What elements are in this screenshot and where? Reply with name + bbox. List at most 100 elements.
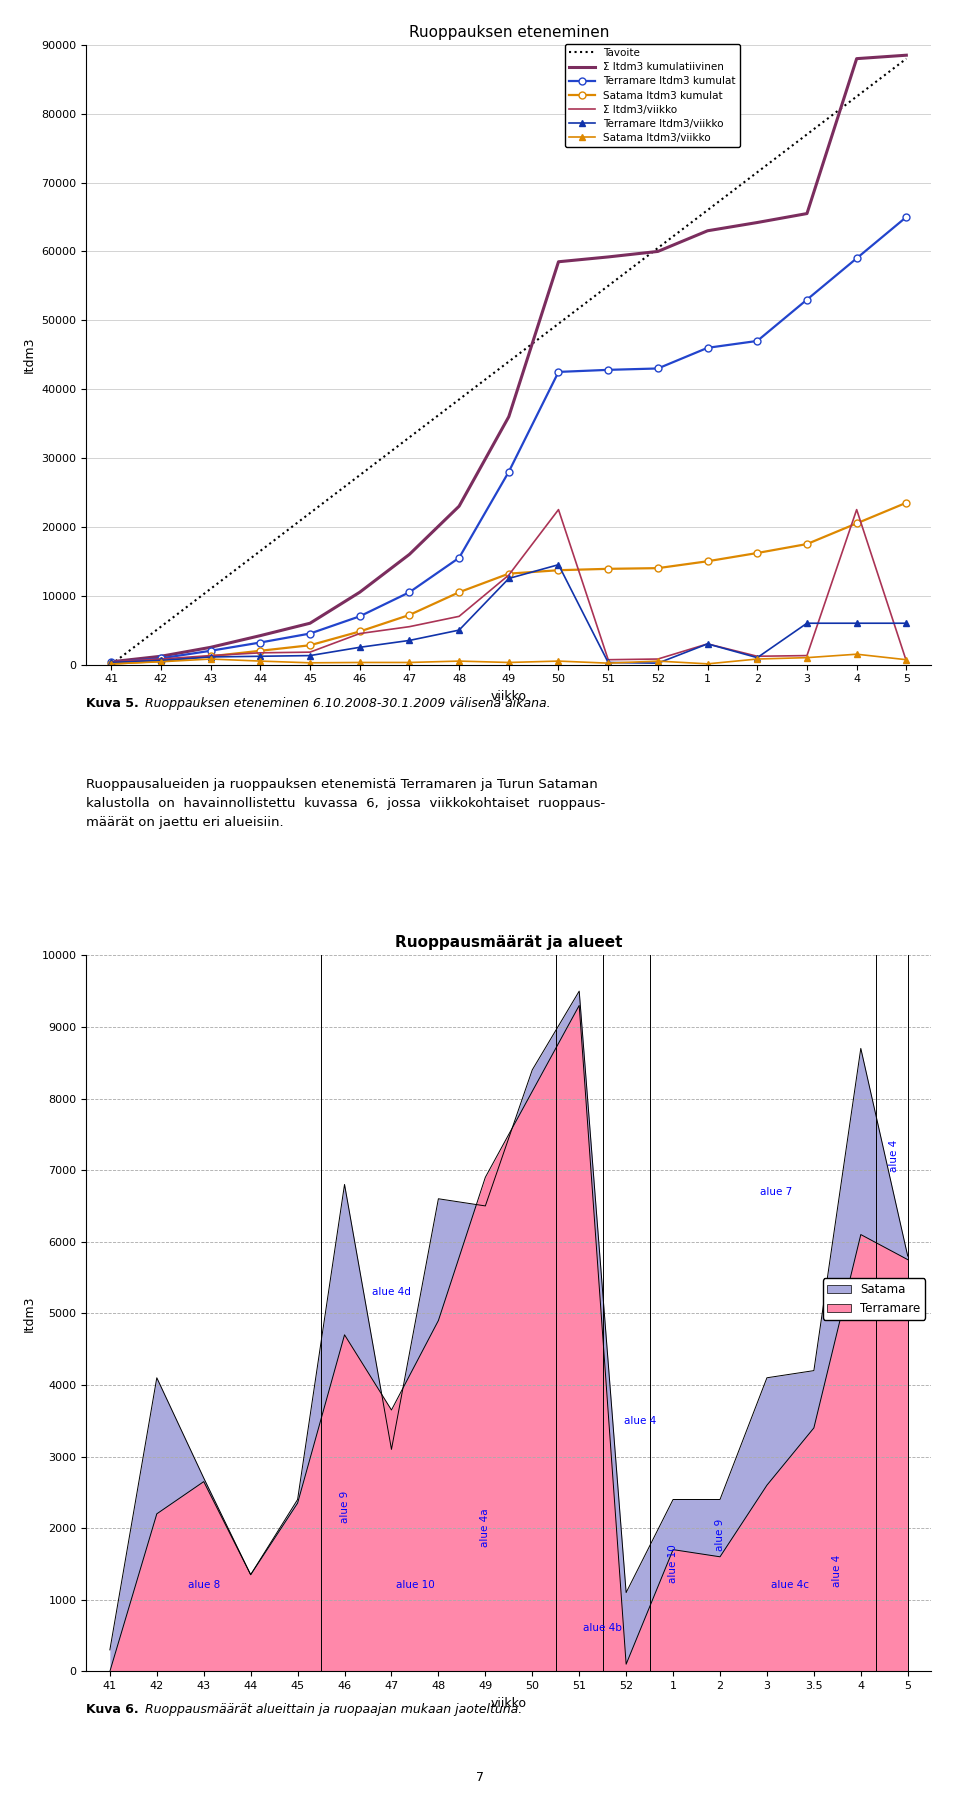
Terramare Itdm3 kumulat bbox=[403, 582, 415, 603]
Satama Itdm3 kumulat bbox=[156, 650, 167, 671]
Terramare Itdm3 kumulat bbox=[652, 357, 663, 379]
Σ Itdm3/viikko bbox=[702, 634, 713, 655]
Terramare Itdm3/viikko bbox=[254, 646, 266, 668]
Satama Itdm3/viikko bbox=[254, 650, 266, 671]
Terramare Itdm3 kumulat bbox=[503, 461, 515, 483]
Terramare Itdm3/viikko bbox=[900, 612, 912, 634]
Σ Itdm3/viikko bbox=[106, 652, 117, 673]
Σ Itdm3 kumulatiivinen bbox=[106, 652, 117, 673]
Σ Itdm3 kumulatiivinen bbox=[403, 544, 415, 565]
Σ Itdm3 kumulatiivinen bbox=[752, 212, 763, 233]
Text: alue 4a: alue 4a bbox=[480, 1510, 491, 1547]
Terramare Itdm3 kumulat bbox=[304, 623, 316, 644]
Terramare Itdm3/viikko bbox=[453, 619, 465, 641]
Terramare Itdm3 kumulat bbox=[106, 652, 117, 673]
Title: Ruoppauksen eteneminen: Ruoppauksen eteneminen bbox=[409, 25, 609, 39]
Terramare Itdm3 kumulat bbox=[453, 547, 465, 569]
Legend: Tavoite, Σ Itdm3 kumulatiivinen, Terramare Itdm3 kumulat, Satama Itdm3 kumulat, : Tavoite, Σ Itdm3 kumulatiivinen, Terrama… bbox=[564, 43, 740, 147]
Σ Itdm3 kumulatiivinen bbox=[802, 203, 813, 224]
Terramare Itdm3/viikko bbox=[851, 612, 862, 634]
Satama Itdm3/viikko bbox=[403, 652, 415, 673]
Line: Satama Itdm3/viikko: Satama Itdm3/viikko bbox=[108, 652, 910, 668]
Text: Ruoppauksen eteneminen 6.10.2008-30.1.2009 välisenä aikana.: Ruoppauksen eteneminen 6.10.2008-30.1.20… bbox=[141, 696, 551, 709]
Σ Itdm3/viikko bbox=[851, 499, 862, 521]
Satama Itdm3/viikko bbox=[304, 652, 316, 673]
Text: Kuva 6.: Kuva 6. bbox=[86, 1703, 139, 1716]
Y-axis label: Itdm3: Itdm3 bbox=[23, 1294, 36, 1332]
Terramare Itdm3/viikko bbox=[156, 650, 167, 671]
Satama Itdm3 kumulat bbox=[802, 533, 813, 555]
Terramare Itdm3 kumulat bbox=[354, 605, 366, 626]
Satama Itdm3/viikko bbox=[652, 650, 663, 671]
Satama Itdm3/viikko bbox=[900, 650, 912, 671]
Terramare Itdm3/viikko bbox=[204, 646, 216, 668]
Satama Itdm3/viikko bbox=[702, 653, 713, 675]
Terramare Itdm3 kumulat bbox=[254, 632, 266, 653]
Terramare Itdm3/viikko bbox=[652, 652, 663, 673]
Σ Itdm3 kumulatiivinen bbox=[304, 612, 316, 634]
Text: alue 4: alue 4 bbox=[832, 1554, 842, 1587]
Terramare Itdm3/viikko bbox=[702, 634, 713, 655]
Text: 7: 7 bbox=[476, 1770, 484, 1784]
Terramare Itdm3/viikko bbox=[553, 555, 564, 576]
Line: Σ Itdm3 kumulatiivinen: Σ Itdm3 kumulatiivinen bbox=[111, 56, 906, 662]
Satama Itdm3 kumulat bbox=[702, 551, 713, 573]
Satama Itdm3 kumulat bbox=[900, 492, 912, 513]
Σ Itdm3/viikko bbox=[802, 644, 813, 666]
Σ Itdm3/viikko bbox=[752, 646, 763, 668]
Y-axis label: Itdm3: Itdm3 bbox=[23, 336, 36, 373]
Line: Terramare Itdm3 kumulat: Terramare Itdm3 kumulat bbox=[108, 214, 910, 666]
Text: alue 4b: alue 4b bbox=[584, 1623, 622, 1633]
Satama Itdm3 kumulat bbox=[603, 558, 614, 580]
Σ Itdm3/viikko bbox=[354, 623, 366, 644]
Satama Itdm3/viikko bbox=[802, 646, 813, 668]
Terramare Itdm3 kumulat bbox=[900, 206, 912, 228]
Satama Itdm3/viikko bbox=[156, 652, 167, 673]
Σ Itdm3 kumulatiivinen bbox=[204, 637, 216, 659]
Text: alue 7: alue 7 bbox=[760, 1186, 792, 1197]
Satama Itdm3 kumulat bbox=[106, 653, 117, 675]
Σ Itdm3 kumulatiivinen bbox=[553, 251, 564, 273]
Satama Itdm3/viikko bbox=[453, 650, 465, 671]
Text: alue 9: alue 9 bbox=[715, 1519, 725, 1551]
Σ Itdm3/viikko bbox=[304, 641, 316, 662]
Σ Itdm3/viikko bbox=[503, 564, 515, 585]
Σ Itdm3 kumulatiivinen bbox=[453, 495, 465, 517]
Σ Itdm3/viikko bbox=[900, 650, 912, 671]
Terramare Itdm3/viikko bbox=[106, 652, 117, 673]
Terramare Itdm3 kumulat bbox=[204, 641, 216, 662]
Satama Itdm3 kumulat bbox=[354, 621, 366, 643]
Satama Itdm3 kumulat bbox=[652, 558, 663, 580]
Terramare Itdm3/viikko bbox=[752, 646, 763, 668]
Terramare Itdm3/viikko bbox=[503, 567, 515, 589]
Text: Ruoppausalueiden ja ruoppauksen etenemistä Terramaren ja Turun Sataman
kalustoll: Ruoppausalueiden ja ruoppauksen etenemis… bbox=[86, 777, 606, 829]
Σ Itdm3/viikko bbox=[453, 605, 465, 626]
Line: Satama Itdm3 kumulat: Satama Itdm3 kumulat bbox=[108, 499, 910, 668]
Σ Itdm3 kumulatiivinen bbox=[156, 646, 167, 668]
Σ Itdm3 kumulatiivinen bbox=[254, 625, 266, 646]
X-axis label: viikko: viikko bbox=[491, 1696, 527, 1709]
Terramare Itdm3 kumulat bbox=[603, 359, 614, 381]
Line: Σ Itdm3/viikko: Σ Itdm3/viikko bbox=[111, 510, 906, 662]
Σ Itdm3/viikko bbox=[603, 650, 614, 671]
Text: Kuva 5.: Kuva 5. bbox=[86, 696, 139, 709]
Satama Itdm3 kumulat bbox=[752, 542, 763, 564]
Σ Itdm3 kumulatiivinen bbox=[900, 45, 912, 66]
Terramare Itdm3/viikko bbox=[354, 637, 366, 659]
Title: Ruoppausmäärät ja alueet: Ruoppausmäärät ja alueet bbox=[396, 935, 622, 950]
Satama Itdm3 kumulat bbox=[204, 646, 216, 668]
Terramare Itdm3 kumulat bbox=[553, 361, 564, 382]
Σ Itdm3/viikko bbox=[553, 499, 564, 521]
Terramare Itdm3 kumulat bbox=[156, 648, 167, 670]
X-axis label: viikko: viikko bbox=[491, 689, 527, 704]
Satama Itdm3/viikko bbox=[553, 650, 564, 671]
Text: alue 10: alue 10 bbox=[396, 1580, 434, 1590]
Σ Itdm3 kumulatiivinen bbox=[603, 246, 614, 267]
Σ Itdm3 kumulatiivinen bbox=[652, 241, 663, 262]
Terramare Itdm3/viikko bbox=[603, 652, 614, 673]
Σ Itdm3/viikko bbox=[156, 648, 167, 670]
Text: alue 4c: alue 4c bbox=[772, 1580, 809, 1590]
Σ Itdm3/viikko bbox=[204, 644, 216, 666]
Text: Ruoppausmäärät alueittain ja ruopaajan mukaan jaoteltuna.: Ruoppausmäärät alueittain ja ruopaajan m… bbox=[141, 1703, 522, 1716]
Terramare Itdm3/viikko bbox=[304, 644, 316, 666]
